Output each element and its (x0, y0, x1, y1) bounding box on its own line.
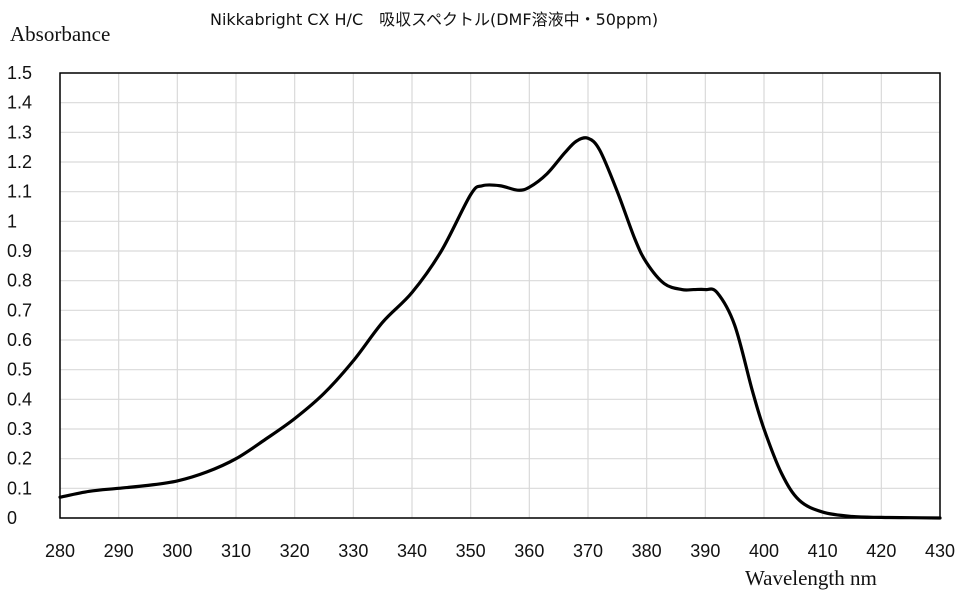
y-tick-label: 1.2 (7, 152, 32, 172)
y-tick-label: 0.6 (7, 330, 32, 350)
x-tick-label: 320 (280, 541, 310, 561)
y-tick-label: 0.7 (7, 300, 32, 320)
x-tick-label: 410 (808, 541, 838, 561)
x-axis-ticks: 280 290 300 310 320 330 340 350 360 370 380 390 400 4… (45, 541, 955, 561)
x-tick-label: 380 (632, 541, 662, 561)
x-axis-label: Wavelength nm (745, 566, 877, 590)
y-tick-label: 0.1 (7, 478, 32, 498)
x-tick-label: 390 (690, 541, 720, 561)
x-tick-label: 430 (925, 541, 955, 561)
y-tick-label: 1.1 (7, 182, 32, 202)
y-tick-label: 0.2 (7, 449, 32, 469)
y-tick-label: 0.5 (7, 360, 32, 380)
y-tick-label: 0.4 (7, 389, 32, 409)
y-tick-label: 1.3 (7, 122, 32, 142)
x-tick-label: 340 (397, 541, 427, 561)
y-axis-ticks: 0 0.1 0.2 0.3 0.4 0.5 0.6 0.7 0.8 0.9 1 1.1 1.2 1.3 1.… (7, 63, 32, 528)
y-tick-label: 1.4 (7, 93, 32, 113)
x-tick-label: 400 (749, 541, 779, 561)
y-tick-label: 0 (7, 508, 17, 528)
x-tick-label: 420 (866, 541, 896, 561)
y-tick-label: 1.5 (7, 63, 32, 83)
chart-title: Nikkabright CX H/C 吸収スペクトル(DMF溶液中・50ppm) (210, 10, 658, 29)
x-tick-label: 300 (162, 541, 192, 561)
x-tick-label: 290 (104, 541, 134, 561)
plot-area-frame (59, 72, 941, 519)
y-tick-label: 0.3 (7, 419, 32, 439)
series-layer (58, 136, 942, 520)
x-tick-label: 370 (573, 541, 603, 561)
x-tick-label: 350 (456, 541, 486, 561)
absorbance-series-line (58, 136, 942, 520)
x-tick-label: 280 (45, 541, 75, 561)
x-tick-label: 360 (514, 541, 544, 561)
y-tick-label: 1 (7, 211, 17, 231)
y-tick-label: 0.9 (7, 241, 32, 261)
y-axis-label: Absorbance (10, 22, 110, 46)
grid-lines (59, 72, 941, 519)
x-tick-label: 310 (221, 541, 251, 561)
y-tick-label: 0.8 (7, 271, 32, 291)
x-tick-label: 330 (338, 541, 368, 561)
